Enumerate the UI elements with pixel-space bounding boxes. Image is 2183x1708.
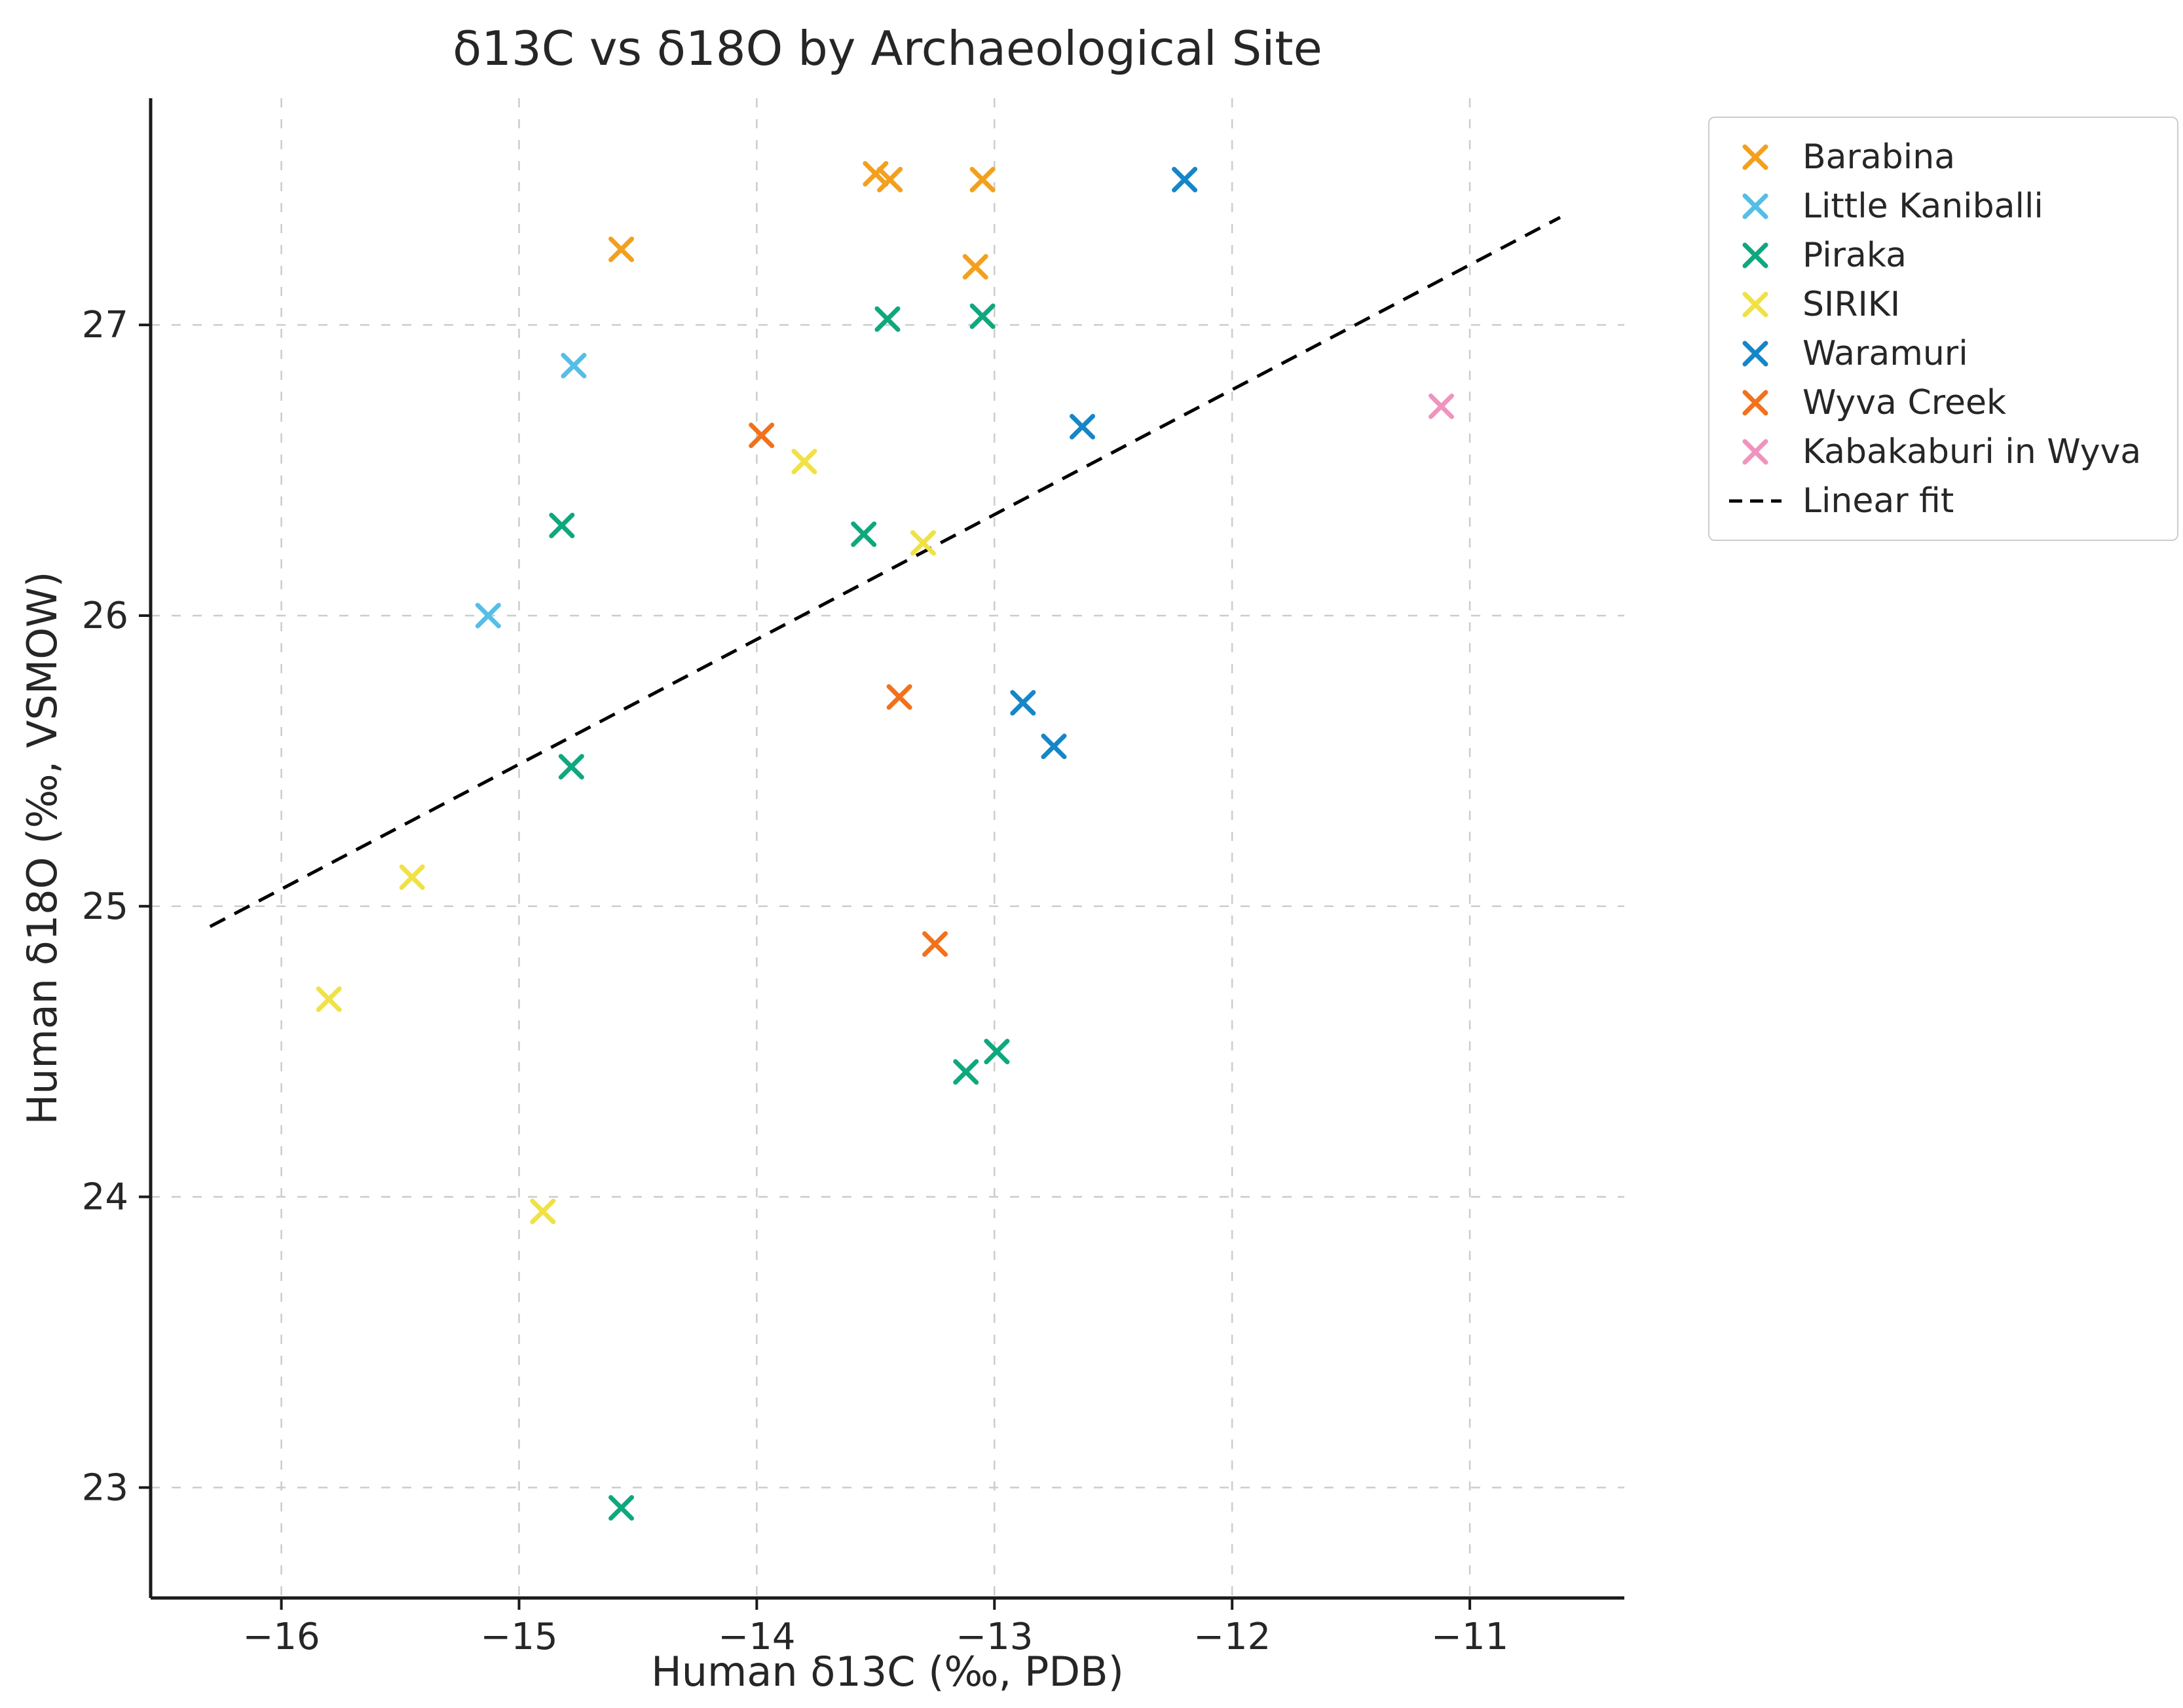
- y-tick-label: 26: [82, 595, 128, 637]
- y-axis-label: Human δ18O (‰, VSMOW): [18, 571, 66, 1125]
- legend-label: Linear fit: [1802, 481, 1954, 521]
- legend-label: SIRIKI: [1802, 284, 1901, 324]
- scatter-point-piraka: [558, 754, 584, 780]
- legend-item-waramuri: Waramuri: [1728, 329, 2159, 378]
- legend-x-marker-icon: [1742, 291, 1768, 317]
- scatter-point-wyva-creek: [749, 422, 775, 449]
- scatter-point-piraka: [608, 1494, 635, 1521]
- legend-x-marker-icon: [1742, 242, 1768, 268]
- scatter-point-piraka: [953, 1059, 979, 1085]
- scatter-point-waramuri: [1010, 690, 1036, 716]
- scatter-point-little-kaniballi: [561, 352, 587, 379]
- scatter-point-siriki: [316, 986, 342, 1012]
- scatter-point-barabina: [877, 166, 903, 193]
- legend-item-linear-fit: Linear fit: [1728, 476, 2159, 525]
- x-tick-label: −15: [480, 1616, 557, 1658]
- x-tick-label: −16: [243, 1616, 320, 1658]
- y-tick-label: 27: [82, 304, 128, 346]
- legend: Barabina Little Kaniballi Piraka SIRIKI Wara…: [1708, 117, 2178, 541]
- x-tick-label: −14: [718, 1616, 795, 1658]
- legend-item-piraka: Piraka: [1728, 231, 2159, 280]
- legend-x-marker-icon: [1742, 439, 1768, 464]
- legend-label: Barabina: [1802, 137, 1956, 177]
- y-tick-label: 24: [82, 1176, 128, 1219]
- legend-x-marker-icon: [1742, 390, 1768, 415]
- legend-x-marker-icon: [1742, 341, 1768, 366]
- scatter-point-piraka: [549, 512, 575, 538]
- x-tick-label: −12: [1193, 1616, 1271, 1658]
- legend-item-little-kaniballi: Little Kaniballi: [1728, 181, 2159, 231]
- chart-title: δ13C vs δ18O by Archaeological Site: [453, 21, 1322, 76]
- legend-item-kabakaburi-in-wyva: Kabakaburi in Wyva: [1728, 427, 2159, 476]
- scatter-point-waramuri: [1041, 733, 1067, 760]
- y-tick-label: 25: [82, 885, 128, 928]
- scatter-point-waramuri: [1070, 413, 1096, 439]
- legend-label: Kabakaburi in Wyva: [1802, 432, 2142, 472]
- scatter-point-little-kaniballi: [475, 603, 501, 629]
- x-tick-label: −13: [956, 1616, 1033, 1658]
- scatter-point-siriki: [399, 864, 425, 890]
- scatter-point-barabina: [969, 166, 996, 193]
- legend-label: Wyva Creek: [1802, 382, 2007, 422]
- scatter-point-barabina: [863, 160, 889, 187]
- legend-label: Waramuri: [1802, 333, 1968, 373]
- scatter-point-siriki: [791, 449, 817, 475]
- legend-label: Piraka: [1802, 235, 1907, 275]
- scatter-point-wyva-creek: [886, 684, 912, 710]
- scatter-point-waramuri: [1172, 166, 1198, 193]
- scatter-point-barabina: [608, 236, 635, 263]
- scatter-point-piraka: [984, 1039, 1010, 1065]
- legend-item-barabina: Barabina: [1728, 132, 2159, 181]
- scatter-point-siriki: [910, 530, 936, 556]
- legend-x-marker-icon: [1742, 144, 1768, 170]
- y-tick-label: 23: [82, 1466, 128, 1509]
- scatter-point-piraka: [851, 521, 877, 548]
- legend-label: Little Kaniballi: [1802, 186, 2043, 226]
- legend-x-marker-icon: [1742, 193, 1768, 219]
- x-tick-label: −11: [1431, 1616, 1508, 1658]
- scatter-point-siriki: [530, 1198, 556, 1225]
- legend-item-wyva-creek: Wyva Creek: [1728, 378, 2159, 427]
- fit-line: [209, 215, 1561, 929]
- legend-dashed-line-icon: [1729, 499, 1782, 502]
- scatter-point-piraka: [969, 303, 996, 329]
- x-axis-label: Human δ13C (‰, PDB): [651, 1648, 1124, 1696]
- scatter-point-piraka: [874, 306, 901, 332]
- scatter-point-barabina: [962, 253, 988, 280]
- legend-item-siriki: SIRIKI: [1728, 280, 2159, 329]
- scatter-point-kabakaburi-in-wyva: [1428, 393, 1455, 419]
- scatter-point-wyva-creek: [922, 931, 948, 957]
